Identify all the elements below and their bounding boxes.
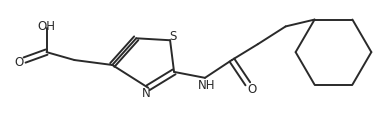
Text: O: O (14, 56, 23, 69)
Text: N: N (142, 87, 151, 100)
Text: NH: NH (198, 79, 216, 92)
Text: S: S (169, 30, 177, 43)
Text: O: O (247, 83, 256, 96)
Text: OH: OH (37, 20, 56, 33)
